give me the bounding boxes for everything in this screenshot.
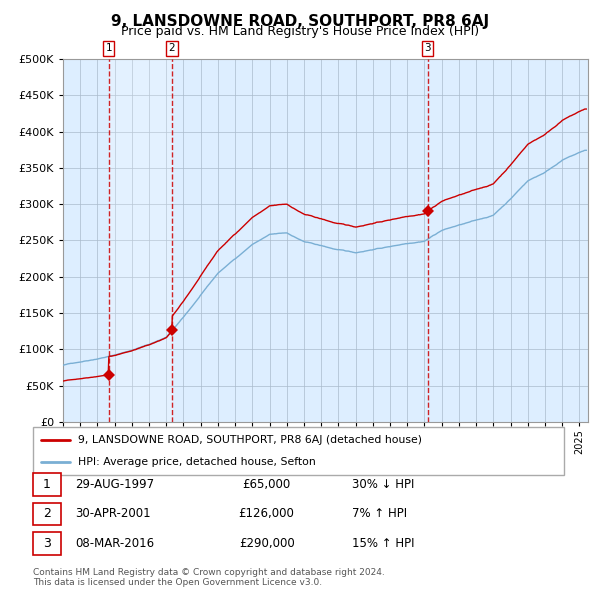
Bar [109, 59, 172, 422]
Text: 30% ↓ HPI: 30% ↓ HPI [352, 478, 414, 491]
Text: £65,000: £65,000 [242, 478, 291, 491]
Text: 3: 3 [424, 44, 431, 54]
Text: 29-AUG-1997: 29-AUG-1997 [76, 478, 155, 491]
Text: 1: 1 [43, 478, 51, 491]
Text: 7% ↑ HPI: 7% ↑ HPI [352, 507, 407, 520]
Text: 15% ↑ HPI: 15% ↑ HPI [352, 537, 414, 550]
Text: £126,000: £126,000 [239, 507, 295, 520]
Text: 9, LANSDOWNE ROAD, SOUTHPORT, PR8 6AJ: 9, LANSDOWNE ROAD, SOUTHPORT, PR8 6AJ [111, 14, 489, 28]
Text: £290,000: £290,000 [239, 537, 295, 550]
Text: 1: 1 [106, 44, 112, 54]
Text: 30-APR-2001: 30-APR-2001 [76, 507, 151, 520]
Text: 2: 2 [169, 44, 175, 54]
Text: 3: 3 [43, 537, 51, 550]
Text: 2: 2 [43, 507, 51, 520]
Text: HPI: Average price, detached house, Sefton: HPI: Average price, detached house, Seft… [78, 457, 316, 467]
Text: Contains HM Land Registry data © Crown copyright and database right 2024.
This d: Contains HM Land Registry data © Crown c… [33, 568, 385, 587]
Bar [33, 473, 61, 496]
Text: 08-MAR-2016: 08-MAR-2016 [76, 537, 155, 550]
Text: Price paid vs. HM Land Registry's House Price Index (HPI): Price paid vs. HM Land Registry's House … [121, 25, 479, 38]
Text: 9, LANSDOWNE ROAD, SOUTHPORT, PR8 6AJ (detached house): 9, LANSDOWNE ROAD, SOUTHPORT, PR8 6AJ (d… [78, 435, 422, 445]
Bar [33, 532, 61, 555]
Bar [33, 503, 61, 525]
